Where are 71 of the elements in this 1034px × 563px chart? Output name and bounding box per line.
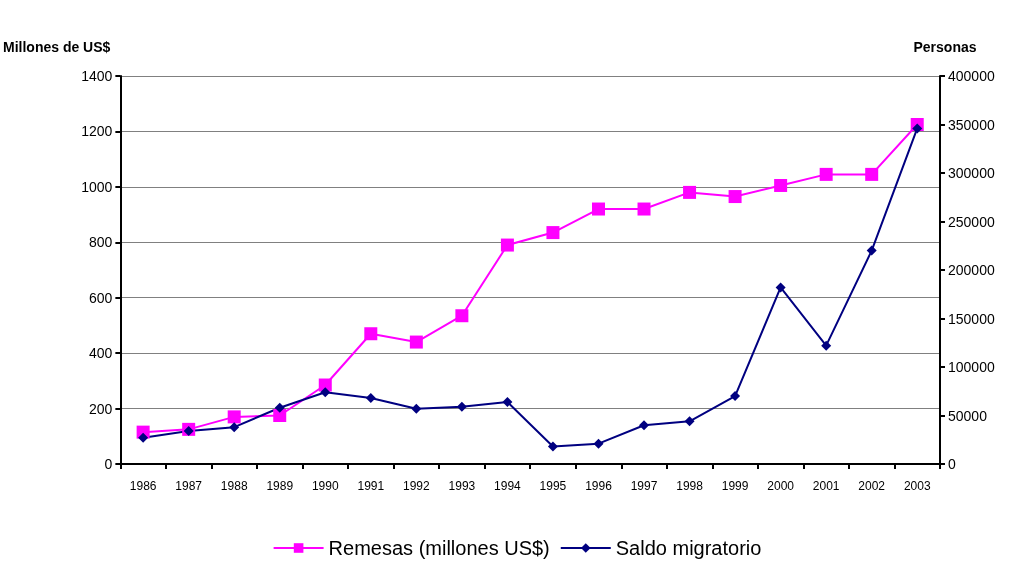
y-tick-label: 1000: [81, 178, 113, 195]
point: [684, 416, 695, 427]
y-tick-label: 800: [89, 234, 113, 251]
point: [456, 401, 467, 412]
point: [821, 340, 832, 351]
x-tick-label: 1993: [448, 479, 476, 493]
point: [683, 185, 697, 199]
x-tick-label: 1987: [175, 479, 203, 493]
y2-tick-label: 150000: [948, 310, 995, 327]
y-tick-label: 1400: [81, 68, 113, 84]
point: [273, 409, 287, 422]
point: [138, 432, 149, 443]
point: [227, 410, 241, 424]
point: [730, 391, 741, 402]
point: [866, 245, 877, 256]
x-tick-label: 2002: [858, 479, 886, 493]
x-tick-label: 2001: [812, 479, 840, 493]
point: [409, 335, 423, 349]
point: [912, 123, 923, 134]
y2-tick-label: 200000: [948, 262, 995, 278]
point: [639, 420, 650, 431]
y2-tick-label: 350000: [948, 116, 995, 133]
x-tick-label: 1997: [630, 479, 658, 493]
point: [591, 202, 605, 216]
y-tick-label: 1200: [81, 123, 113, 140]
y2-tick-label: 100000: [948, 359, 995, 375]
point: [865, 167, 879, 181]
y-axis-title: Millones de US$: [3, 39, 111, 55]
y2-tick-label: 300000: [948, 165, 995, 181]
point: [455, 309, 469, 323]
point: [728, 190, 742, 204]
point: [774, 178, 788, 192]
legend-label: Saldo migratorio: [615, 537, 762, 559]
x-tick-label: 1992: [402, 479, 431, 493]
point: [775, 282, 786, 293]
x-tick-label: 1996: [585, 479, 613, 493]
y2-tick-label: 250000: [948, 213, 995, 230]
point: [364, 327, 378, 341]
point: [637, 202, 651, 216]
point: [547, 441, 558, 452]
point: [365, 393, 376, 404]
x-tick-label: 1988: [220, 479, 248, 493]
y-tick-label: 400: [89, 345, 113, 362]
x-tick-label: 1991: [357, 479, 385, 493]
y-tick-label: 0: [104, 456, 113, 472]
x-tick-label: 2000: [767, 479, 795, 493]
point: [411, 403, 422, 414]
y-tick-label: 600: [89, 289, 113, 306]
point: [593, 438, 604, 449]
y2-tick-label: 50000: [948, 407, 988, 424]
x-tick-label: 1994: [494, 479, 522, 493]
y2-tick-label: 0: [948, 456, 956, 472]
point: [502, 396, 513, 407]
point: [183, 426, 194, 437]
x-tick-label: 2003: [903, 479, 931, 493]
x-tick-label: 1990: [311, 479, 339, 493]
point: [819, 167, 833, 181]
y2-tick-label: 400000: [948, 68, 995, 84]
x-tick-label: 1986: [129, 479, 157, 493]
point: [274, 402, 285, 413]
y-tick-label: 200: [89, 400, 113, 417]
point: [320, 387, 331, 398]
y2-axis-title: Personas: [913, 39, 977, 55]
point: [546, 226, 560, 240]
x-tick-label: 1998: [676, 479, 704, 493]
x-tick-label: 1999: [721, 479, 749, 493]
point: [500, 238, 514, 252]
x-tick-label: 1995: [539, 479, 567, 493]
x-tick-label: 1989: [266, 479, 294, 493]
legend-label: Remesas (millones US$): [328, 537, 550, 559]
point: [229, 422, 240, 433]
